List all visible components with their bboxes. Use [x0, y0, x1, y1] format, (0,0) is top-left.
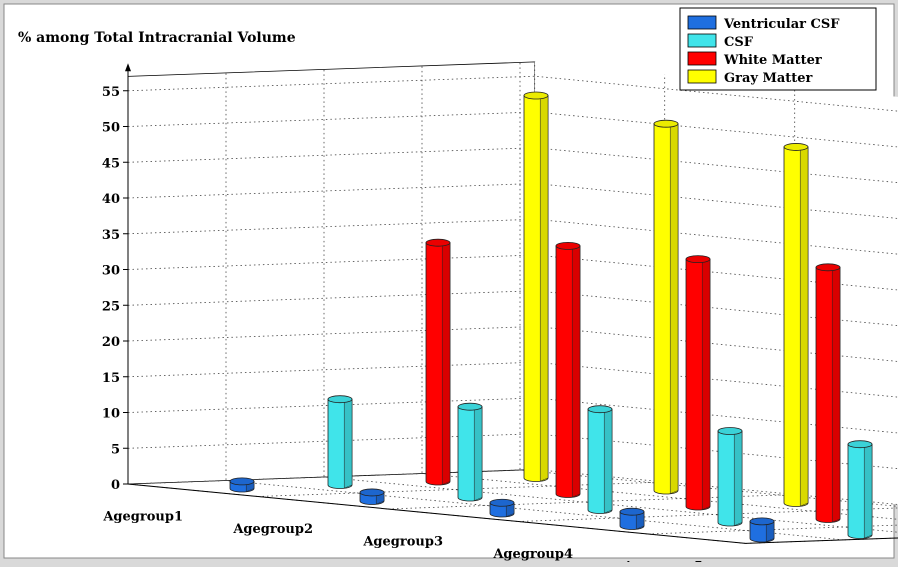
legend-label: White Matter: [723, 53, 822, 68]
bar-ventricular-csf-4: [620, 508, 644, 529]
bar-ventricular-csf-1: [230, 478, 254, 492]
bar-side: [540, 95, 548, 481]
bar-top: [230, 478, 254, 485]
bar-white-matter-4: [816, 264, 840, 523]
bar-top: [328, 396, 352, 403]
bar-top: [556, 242, 580, 249]
bar-top: [784, 143, 808, 150]
bar-gray-matter-2: [654, 120, 678, 494]
category-label: Agegroup1: [102, 509, 183, 524]
z-tick-label: 0: [111, 478, 120, 493]
category-label: Agegroup4: [492, 547, 573, 562]
bar-top: [718, 427, 742, 434]
bar-side: [474, 407, 482, 501]
bar-side: [800, 147, 808, 506]
bar-gray-matter-1: [524, 92, 548, 482]
legend-label: Ventricular CSF: [723, 17, 840, 32]
bar-top: [524, 92, 548, 99]
legend-swatch: [688, 34, 716, 47]
legend-swatch: [688, 16, 716, 29]
bar-side: [670, 124, 678, 494]
bar-top: [360, 489, 384, 496]
bar-side: [442, 243, 450, 485]
legend-swatch: [688, 70, 716, 83]
bar-side: [344, 399, 352, 488]
bar-csf-4: [718, 427, 742, 526]
legend-swatch: [688, 52, 716, 65]
bar-top: [816, 264, 840, 271]
bar-top: [490, 499, 514, 506]
z-tick-label: 45: [102, 156, 120, 171]
bar-side: [734, 431, 742, 526]
bar-ventricular-csf-3: [490, 499, 514, 517]
bar-side: [832, 267, 840, 522]
z-tick-label: 15: [102, 371, 120, 386]
legend: Ventricular CSF CSF White Matter Gray Matte…: [680, 8, 876, 90]
z-tick-label: 30: [102, 264, 120, 279]
z-tick-label: 10: [102, 407, 120, 422]
bar-csf-5: [848, 441, 872, 539]
bar-csf-2: [458, 403, 482, 501]
legend-label: CSF: [724, 35, 754, 50]
z-tick-label: 20: [102, 335, 120, 350]
z-tick-label: 35: [102, 228, 120, 243]
bar-top: [620, 508, 644, 515]
bar-white-matter-3: [686, 256, 710, 510]
bar-top: [458, 403, 482, 410]
z-tick-label: 5: [111, 442, 120, 457]
bar-side: [604, 409, 612, 513]
bar-top: [848, 441, 872, 448]
bar-white-matter-2: [556, 242, 580, 497]
bar-ventricular-csf-5: [750, 518, 774, 542]
bar-white-matter-1: [426, 239, 450, 485]
category-label: Agegroup3: [362, 534, 443, 549]
bar-gray-matter-3: [784, 143, 808, 506]
chart-title: % among Total Intracranial Volume: [18, 30, 296, 46]
bar-side: [864, 444, 872, 538]
bar-top: [426, 239, 450, 246]
z-tick-label: 25: [102, 299, 120, 314]
bar-side: [572, 246, 580, 497]
bar-top: [588, 406, 612, 413]
z-tick-label: 40: [102, 192, 120, 207]
bar-top: [654, 120, 678, 127]
z-tick-label: 50: [102, 121, 120, 136]
bar-csf-3: [588, 406, 612, 514]
bar-ventricular-csf-2: [360, 489, 384, 505]
bar-top: [686, 256, 710, 263]
category-label: Agegroup2: [232, 522, 313, 537]
z-tick-label: 55: [102, 85, 120, 100]
bar-csf-1: [328, 396, 352, 489]
legend-label: Gray Matter: [724, 71, 813, 86]
bar-side: [702, 259, 710, 510]
bar-top: [750, 518, 774, 525]
